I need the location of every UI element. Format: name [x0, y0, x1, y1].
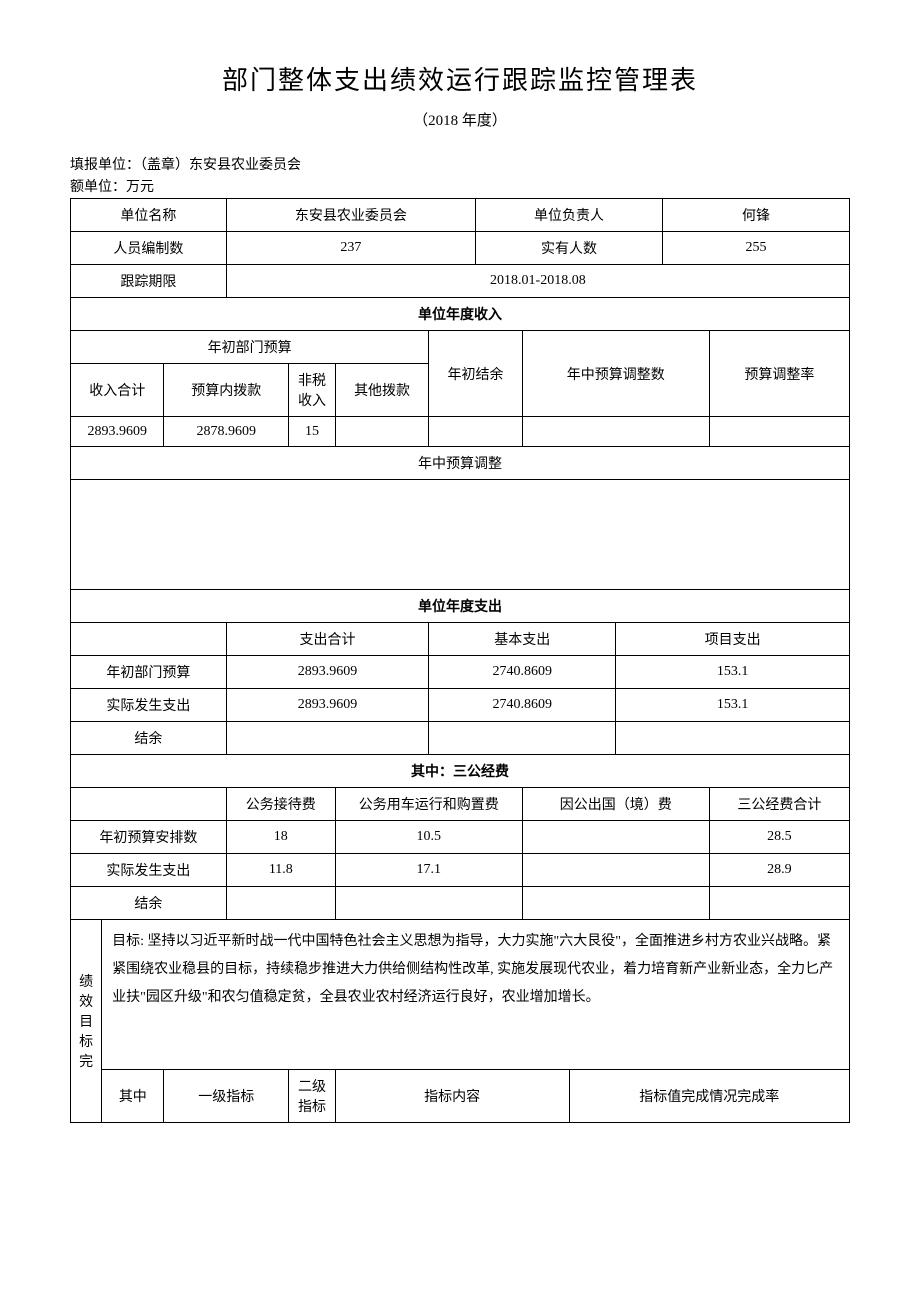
level1-label: 一级指标: [164, 1070, 289, 1123]
row-goal: 绩效目标完 目标: 坚持以习近平新时战一代中国特色社会主义思想为指导，大力实施"…: [71, 920, 850, 1070]
initial-vehicle: 10.5: [335, 821, 522, 854]
actual-abroad: [522, 854, 709, 887]
goal-text: 目标: 坚持以习近平新时战一代中国特色社会主义思想为指导，大力实施"六大艮役"，…: [102, 920, 850, 1070]
budget-alloc-label: 预算内拨款: [164, 364, 289, 417]
row-income-labels-1: 年初部门预算 年初结余 年中预算调整数 预算调整率: [71, 331, 850, 364]
expense-actual-label: 实际发生支出: [71, 689, 227, 722]
expense-total-label: 支出合计: [226, 623, 429, 656]
completion-label: 指标值完成情况完成率: [569, 1070, 850, 1123]
three-public-row-header-blank: [71, 788, 227, 821]
staff-budget-label: 人员编制数: [71, 232, 227, 265]
row-expense-header: 单位年度支出: [71, 590, 850, 623]
row-three-public-labels: 公务接待费 公务用车运行和购置费 因公出国（境）费 三公经费合计: [71, 788, 850, 821]
content-label: 指标内容: [335, 1070, 569, 1123]
income-total-label: 收入合计: [71, 364, 164, 417]
midyear-adjust-num-label: 年中预算调整数: [522, 331, 709, 417]
three-public-balance-label: 结余: [71, 887, 227, 920]
adjust-rate-value: [709, 417, 849, 447]
midyear-adjust-blank: [71, 480, 850, 590]
other-alloc-label: 其他拨款: [335, 364, 428, 417]
row-three-public-actual: 实际发生支出 11.8 17.1 28.9: [71, 854, 850, 887]
row-income-values: 2893.9609 2878.9609 15: [71, 417, 850, 447]
initial-reception: 18: [226, 821, 335, 854]
three-public-total-label: 三公经费合计: [709, 788, 849, 821]
amount-unit-line: 额单位：万元: [70, 176, 850, 196]
balance-vehicle: [335, 887, 522, 920]
adjust-rate-label: 预算调整率: [709, 331, 849, 417]
abroad-label: 因公出国（境）费: [522, 788, 709, 821]
row-midyear-adjust-blank: [71, 480, 850, 590]
reception-label: 公务接待费: [226, 788, 335, 821]
unit-leader-value: 何锋: [662, 199, 849, 232]
expense-initial-label: 年初部门预算: [71, 656, 227, 689]
three-public-initial-label: 年初预算安排数: [71, 821, 227, 854]
expense-section-title: 单位年度支出: [71, 590, 850, 623]
midyear-adjust-header: 年中预算调整: [71, 447, 850, 480]
three-public-title: 其中：三公经费: [71, 755, 850, 788]
balance-abroad: [522, 887, 709, 920]
actual-staff-label: 实有人数: [476, 232, 663, 265]
actual-three-total: 28.9: [709, 854, 849, 887]
row-expense-labels: 支出合计 基本支出 项目支出: [71, 623, 850, 656]
income-total-value: 2893.9609: [71, 417, 164, 447]
expense-actual-total: 2893.9609: [226, 689, 429, 722]
row-three-public-header: 其中：三公经费: [71, 755, 850, 788]
balance-reception: [226, 887, 335, 920]
main-table: 单位名称 东安县农业委员会 单位负责人 何锋 人员编制数 237 实有人数 25…: [70, 198, 850, 1123]
budget-alloc-value: 2878.9609: [164, 417, 289, 447]
filler-unit-line: 填报单位：（盖章）东安县农业委员会: [70, 154, 850, 174]
row-staff: 人员编制数 237 实有人数 255: [71, 232, 850, 265]
actual-reception: 11.8: [226, 854, 335, 887]
expense-row-header-blank: [71, 623, 227, 656]
initial-abroad: [522, 821, 709, 854]
unit-leader-label: 单位负责人: [476, 199, 663, 232]
row-expense-initial: 年初部门预算 2893.9609 2740.8609 153.1: [71, 656, 850, 689]
row-tracking-period: 跟踪期限 2018.01-2018.08: [71, 265, 850, 298]
income-section-title: 单位年度收入: [71, 298, 850, 331]
row-expense-actual: 实际发生支出 2893.9609 2740.8609 153.1: [71, 689, 850, 722]
initial-three-total: 28.5: [709, 821, 849, 854]
expense-basic-label: 基本支出: [429, 623, 616, 656]
nontax-value: 15: [289, 417, 336, 447]
midyear-adjust-num-value: [522, 417, 709, 447]
tracking-period-value: 2018.01-2018.08: [226, 265, 849, 298]
unit-name-label: 单位名称: [71, 199, 227, 232]
initial-balance-value: [429, 417, 522, 447]
vehicle-label: 公务用车运行和购置费: [335, 788, 522, 821]
unit-name-value: 东安县农业委员会: [226, 199, 475, 232]
row-unit-name: 单位名称 东安县农业委员会 单位负责人 何锋: [71, 199, 850, 232]
initial-balance-label: 年初结余: [429, 331, 522, 417]
tracking-period-label: 跟踪期限: [71, 265, 227, 298]
expense-actual-basic: 2740.8609: [429, 689, 616, 722]
row-expense-balance: 结余: [71, 722, 850, 755]
nontax-label: 非税收入: [289, 364, 336, 417]
actual-vehicle: 17.1: [335, 854, 522, 887]
goal-sub-label: 其中: [102, 1070, 164, 1123]
row-goal-indicators: 其中 一级指标 二级指标 指标内容 指标值完成情况完成率: [71, 1070, 850, 1123]
expense-balance-total: [226, 722, 429, 755]
row-three-public-balance: 结余: [71, 887, 850, 920]
balance-three-total: [709, 887, 849, 920]
expense-initial-project: 153.1: [616, 656, 850, 689]
actual-staff-value: 255: [662, 232, 849, 265]
expense-initial-basic: 2740.8609: [429, 656, 616, 689]
level2-label: 二级指标: [289, 1070, 336, 1123]
three-public-actual-label: 实际发生支出: [71, 854, 227, 887]
initial-budget-header: 年初部门预算: [71, 331, 429, 364]
expense-balance-label: 结余: [71, 722, 227, 755]
goal-vertical-label: 绩效目标完: [71, 920, 102, 1123]
row-income-header: 单位年度收入: [71, 298, 850, 331]
staff-budget-value: 237: [226, 232, 475, 265]
expense-initial-total: 2893.9609: [226, 656, 429, 689]
row-midyear-adjust-header: 年中预算调整: [71, 447, 850, 480]
other-alloc-value: [335, 417, 428, 447]
expense-project-label: 项目支出: [616, 623, 850, 656]
expense-balance-basic: [429, 722, 616, 755]
row-three-public-initial: 年初预算安排数 18 10.5 28.5: [71, 821, 850, 854]
page-title: 部门整体支出绩效运行跟踪监控管理表: [70, 60, 850, 97]
expense-balance-project: [616, 722, 850, 755]
page-subtitle: （2018 年度）: [70, 109, 850, 130]
expense-actual-project: 153.1: [616, 689, 850, 722]
